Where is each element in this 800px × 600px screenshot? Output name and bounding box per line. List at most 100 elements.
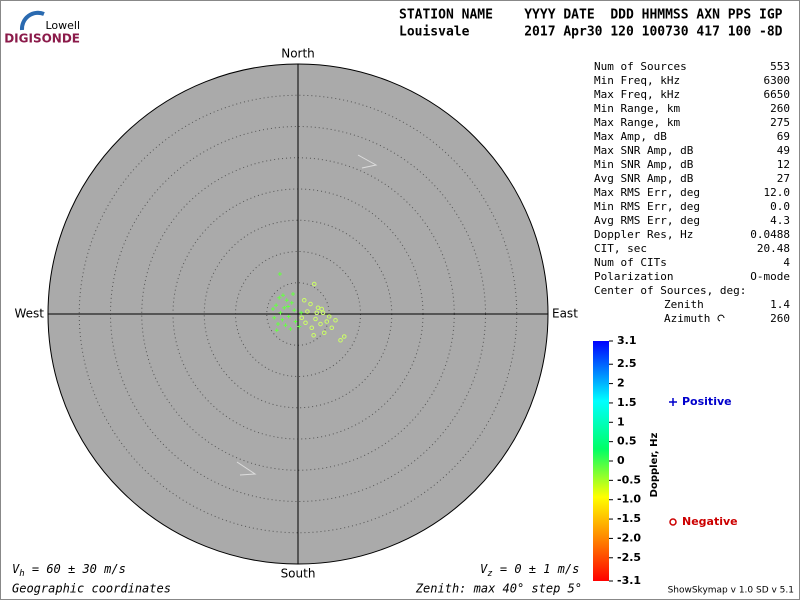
stat-label: Max SNR Amp, dB [594, 144, 694, 157]
colorbar-tick-label: 0 [617, 454, 625, 467]
coords-label: Geographic coordinates [12, 582, 171, 596]
marker-glyph [357, 154, 378, 169]
stat-value: 12 [777, 158, 790, 171]
marker-glyph [236, 461, 257, 476]
header-line: Louisvale 2017 Apr30 120 100730 417 100 … [399, 25, 783, 40]
colorbar-label: Doppler, Hz [649, 433, 660, 498]
stat-value: 6650 [764, 88, 791, 101]
stat-value: 260 [770, 102, 790, 115]
colorbar-tick-label: 2 [617, 377, 625, 390]
logo-bottom: DIGISONDE [4, 32, 80, 46]
source-point [303, 320, 308, 326]
source-point [282, 305, 287, 310]
source-point [293, 319, 298, 324]
legend-marker [669, 518, 677, 526]
colorbar [593, 341, 609, 581]
source-point [299, 315, 305, 321]
stat-value: 260 [770, 312, 790, 325]
stat-value: 27 [777, 172, 790, 185]
stat-value: 12.0 [764, 186, 791, 199]
stat-label: Polarization [594, 270, 673, 283]
stat-label: Avg SNR Amp, dB [594, 172, 694, 185]
center-title: Center of Sources, deg: [594, 284, 746, 297]
colorbar-tick-label: -1.5 [617, 512, 641, 525]
zenith-label: Zenith: max 40° step 5° [415, 582, 582, 596]
source-point [313, 316, 318, 322]
source-point [274, 328, 279, 333]
source-point [324, 319, 330, 324]
source-point [321, 330, 327, 336]
stat-label: Min RMS Err, deg [594, 200, 700, 213]
source-point [341, 334, 347, 339]
source-point [311, 332, 316, 338]
source-point [301, 297, 307, 303]
colorbar-tick-label: 2.5 [617, 357, 637, 370]
source-point [320, 310, 326, 316]
stat-value: 1.4 [770, 298, 790, 311]
source-point [284, 298, 289, 303]
logo-top: Lowell [45, 19, 80, 32]
source-point [326, 314, 332, 319]
stat-label: Min Range, km [594, 102, 680, 115]
stat-value: 69 [777, 130, 790, 143]
stat-label: Num of Sources [594, 60, 687, 73]
source-point [319, 306, 325, 312]
azimuth-icon [717, 314, 725, 322]
stat-label: Num of CITs [594, 256, 667, 269]
colorbar-tick-label: -1.0 [617, 493, 641, 506]
source-point [291, 292, 295, 296]
source-point [292, 308, 297, 313]
version-label: ShowSkymap v 1.0 SD v 5.1 [668, 586, 794, 596]
legend-marker [669, 398, 677, 406]
source-point [278, 310, 283, 315]
source-point [318, 321, 323, 327]
stat-label: Max RMS Err, deg [594, 186, 700, 199]
stat-value: O-mode [750, 270, 790, 283]
source-point [297, 324, 302, 329]
source-point [315, 305, 321, 311]
stat-label: Min SNR Amp, dB [594, 158, 694, 171]
source-point [280, 317, 285, 322]
stat-value: 6300 [764, 74, 791, 87]
colorbar-tick-label: -0.5 [617, 473, 641, 486]
stat-label: Azimuth [664, 312, 710, 325]
stat-value: 0.0488 [750, 228, 790, 241]
stat-label: Zenith [664, 298, 704, 311]
source-point [286, 304, 290, 309]
source-point [286, 314, 291, 319]
source-point [289, 300, 294, 305]
legend-label: Positive [682, 395, 732, 408]
colorbar-tick-label: -2.5 [617, 551, 641, 564]
source-point [274, 303, 279, 308]
stat-label: CIT, sec [594, 242, 647, 255]
source-point [333, 317, 338, 323]
stat-value: 275 [770, 116, 790, 129]
stat-value: 4.3 [770, 214, 790, 227]
source-point [338, 337, 343, 343]
stat-label: Max Range, km [594, 116, 680, 129]
stat-label: Avg RMS Err, deg [594, 214, 700, 227]
logo-arc [19, 10, 45, 31]
stat-value: 20.48 [757, 242, 790, 255]
stat-label: Min Freq, kHz [594, 74, 680, 87]
source-point [271, 307, 275, 311]
side-panel: Num of Sources 553 Min Freq, kHz 6300 Max Fr… [593, 60, 790, 587]
header-line: STATION NAME YYYY DATE DDD HHMMSS AXN PP… [399, 8, 783, 23]
stat-value: 0.0 [770, 200, 790, 213]
source-point [276, 322, 280, 326]
colorbar-tick-label: 1.5 [617, 396, 637, 409]
source-point [329, 325, 335, 331]
direction-label: North [281, 47, 315, 61]
colorbar-tick-label: 3.1 [617, 334, 637, 347]
source-point [288, 327, 293, 331]
source-point [309, 325, 315, 331]
vh-label: Vh = 60 ± 30 m/s [12, 562, 126, 579]
stat-label: Max Amp, dB [594, 130, 667, 143]
skymap: North South West East [14, 47, 578, 581]
legend-label: Negative [682, 515, 738, 528]
source-point [272, 315, 277, 320]
source-point [314, 310, 320, 316]
source-point [277, 295, 282, 300]
direction-label: West [14, 307, 44, 321]
